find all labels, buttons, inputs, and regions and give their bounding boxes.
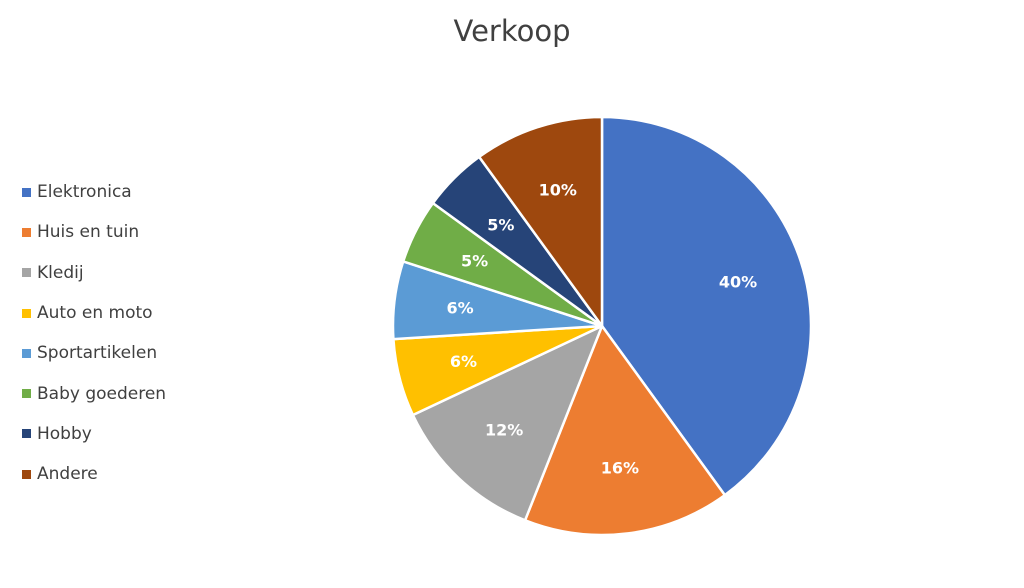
legend: Elektronica Huis en tuin Kledij Auto en mot… — [22, 172, 166, 494]
data-label-baby-goederen: 5% — [461, 252, 488, 271]
legend-label: Hobby — [37, 423, 92, 444]
pie-slices — [391, 115, 813, 537]
legend-label: Auto en moto — [37, 303, 153, 324]
legend-swatch — [22, 227, 31, 237]
data-label-hobby: 5% — [487, 215, 514, 234]
legend-label: Sportartikelen — [37, 343, 158, 364]
data-label-kledij: 12% — [485, 421, 523, 440]
legend-swatch — [22, 348, 31, 358]
legend-swatch — [22, 389, 31, 399]
legend-item-huis-en-tuin: Huis en tuin — [22, 212, 166, 252]
legend-item-elektronica: Elektronica — [22, 172, 166, 212]
data-label-auto-en-moto: 6% — [450, 352, 477, 371]
legend-label: Elektronica — [37, 182, 132, 203]
legend-item-hobby: Hobby — [22, 414, 166, 454]
pie-slice-andere — [477, 115, 604, 328]
legend-swatch — [22, 308, 31, 318]
pie-slice-huis-en-tuin — [523, 324, 727, 537]
legend-swatch — [22, 268, 31, 278]
pie-labels: 40% 16% 12% 6% 6% 5% 5% 10% — [447, 180, 758, 477]
pie-slice-elektronica — [600, 115, 813, 497]
pie-slice-kledij — [411, 324, 604, 522]
legend-label: Huis en tuin — [37, 222, 140, 243]
data-label-elektronica: 40% — [719, 272, 757, 291]
data-label-andere: 10% — [539, 180, 577, 199]
legend-label: Andere — [37, 464, 98, 485]
data-label-huis-en-tuin: 16% — [601, 458, 639, 477]
legend-item-baby-goederen: Baby goederen — [22, 373, 166, 413]
legend-item-auto-en-moto: Auto en moto — [22, 293, 166, 333]
legend-item-kledij: Kledij — [22, 253, 166, 293]
legend-swatch — [22, 187, 31, 197]
legend-item-andere: Andere — [22, 454, 166, 494]
legend-item-sportartikelen: Sportartikelen — [22, 333, 166, 373]
data-label-sportartikelen: 6% — [447, 299, 474, 318]
legend-label: Baby goederen — [37, 383, 167, 404]
chart-title: Verkoop — [453, 14, 571, 48]
legend-swatch — [22, 469, 31, 479]
legend-swatch — [22, 429, 31, 439]
legend-label: Kledij — [37, 262, 84, 283]
